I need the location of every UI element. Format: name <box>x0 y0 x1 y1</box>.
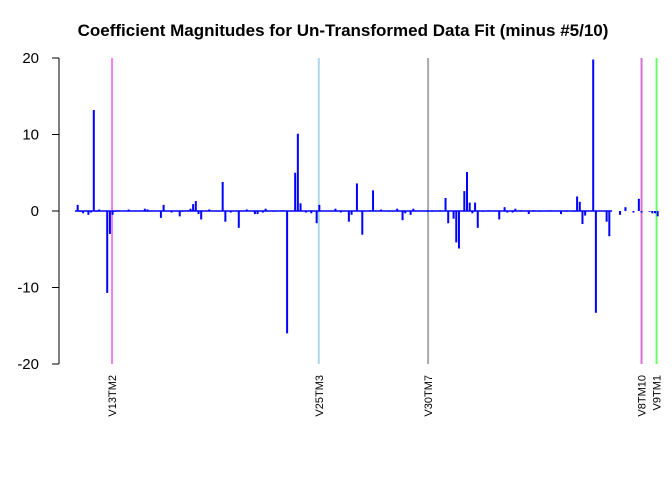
marker-label: V8TM10 <box>637 375 649 417</box>
y-tick-label: 10 <box>22 127 39 144</box>
y-tick-label: 20 <box>22 50 39 67</box>
marker-label: V9TM1 <box>652 375 664 410</box>
y-tick-label: 0 <box>31 203 39 220</box>
y-tick-label: -20 <box>17 356 39 373</box>
coefficient-bars <box>76 59 659 334</box>
chart-title: Coefficient Magnitudes for Un-Transforme… <box>78 21 609 40</box>
marker-label: V13TM2 <box>107 375 119 417</box>
marker-labels: V13TM2 V25TM3 V30TM7 V8TM10 V9TM1 <box>107 375 664 417</box>
y-axis: -20 -10 0 10 20 <box>17 50 60 373</box>
y-tick-label: -10 <box>17 280 39 297</box>
marker-label: V30TM7 <box>423 375 435 417</box>
marker-label: V25TM3 <box>314 375 326 417</box>
